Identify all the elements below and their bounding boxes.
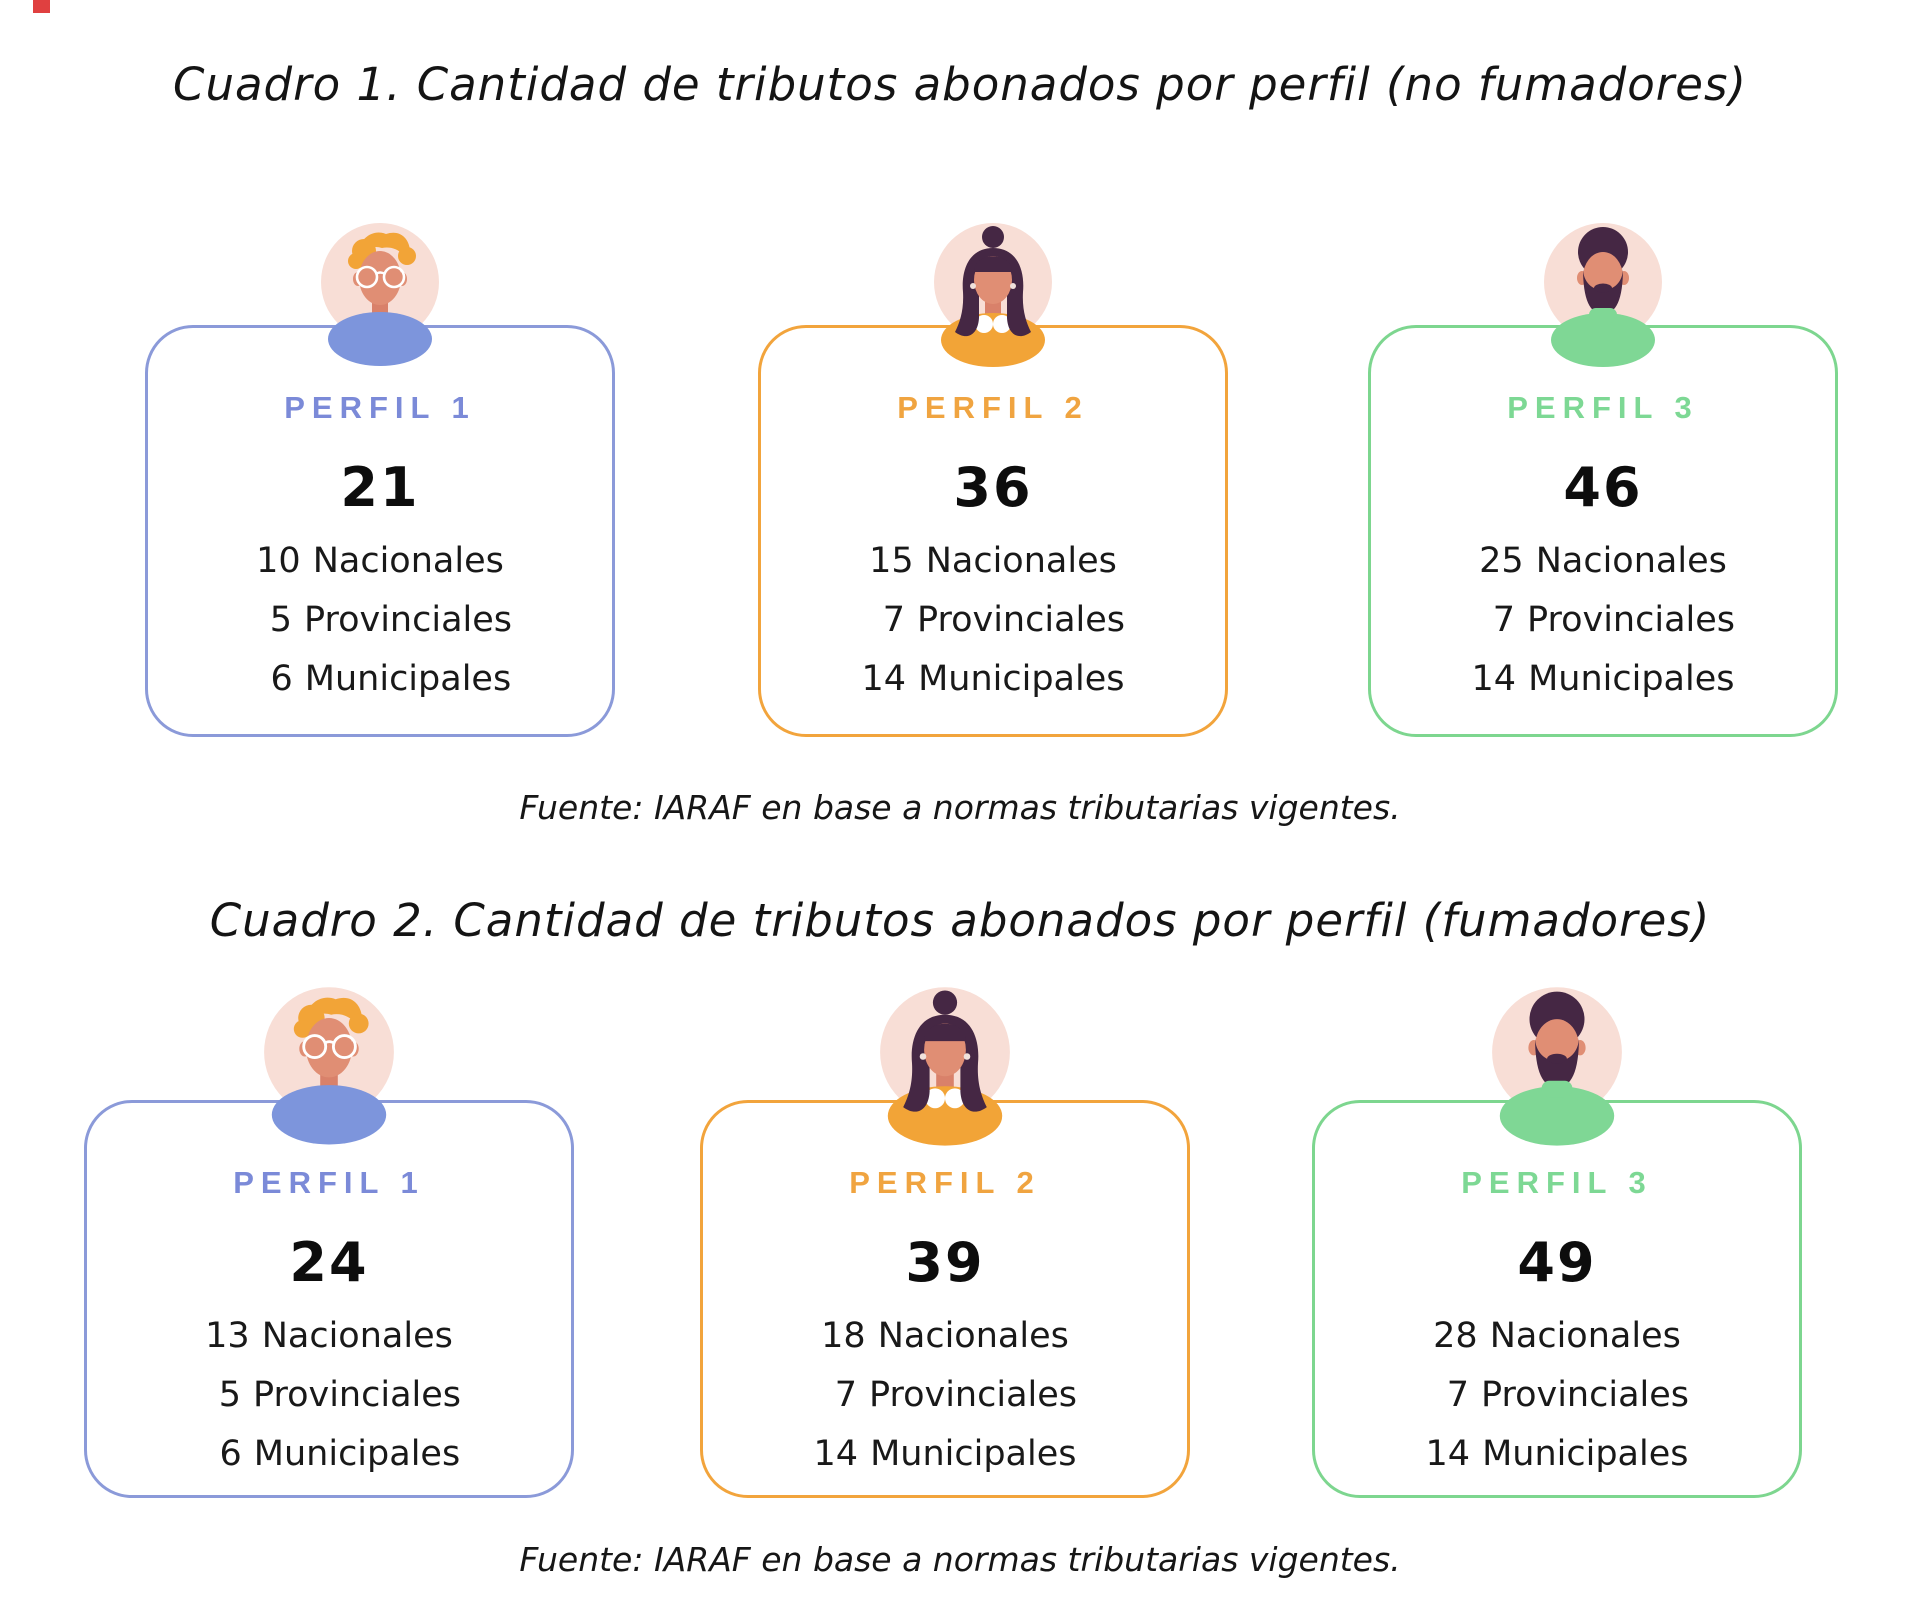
profile-total: 49 — [1517, 1231, 1597, 1294]
card-cuadro2-perfil3: PERFIL 3 49 28 Nacionales 7 Provinciales 1… — [1312, 1100, 1802, 1498]
tax-row: 5 Provinciales — [148, 590, 612, 649]
tax-level: Nacionales — [925, 540, 1117, 581]
card-cuadro1-perfil1: PERFIL 1 21 10 Nacionales 5 Provinciales 6… — [145, 325, 615, 737]
tax-row: 18 Nacionales — [703, 1306, 1187, 1365]
tax-count: 7 — [882, 599, 905, 640]
tax-count: 28 — [1433, 1315, 1478, 1356]
tax-row: 14 Municipales — [1371, 649, 1835, 708]
tax-count: 13 — [205, 1315, 250, 1356]
tax-level: Nacionales — [1535, 540, 1727, 581]
tax-row: 7 Provinciales — [1371, 590, 1835, 649]
tax-row: 7 Provinciales — [1315, 1365, 1799, 1424]
tax-row: 25 Nacionales — [1371, 531, 1835, 590]
tax-level: Nacionales — [1489, 1315, 1681, 1356]
bearded-man-avatar — [1543, 222, 1663, 370]
profile-total: 46 — [1563, 456, 1643, 519]
tax-row: 6 Municipales — [87, 1424, 571, 1483]
tax-level: Provinciales — [1526, 599, 1736, 640]
woman-bun-avatar — [879, 986, 1011, 1149]
tax-level: Nacionales — [877, 1315, 1069, 1356]
tax-level: Municipales — [870, 1433, 1077, 1474]
tax-level: Nacionales — [312, 540, 504, 581]
tax-count: 25 — [1479, 540, 1524, 581]
tax-count: 7 — [1492, 599, 1515, 640]
tax-breakdown: 18 Nacionales 7 Provinciales 14 Municipales — [703, 1306, 1187, 1483]
corner-artifact-mark — [33, 0, 50, 13]
tax-count: 14 — [813, 1433, 859, 1474]
card-cuadro1-perfil2: PERFIL 2 36 15 Nacionales 7 Provinciales 1… — [758, 325, 1228, 737]
tax-count: 18 — [821, 1315, 866, 1356]
tax-level: Municipales — [253, 1433, 461, 1474]
tax-level: Nacionales — [261, 1315, 453, 1356]
cuadro1-source: Fuente: IARAF en base a normas tributari… — [519, 788, 1401, 827]
tax-count: 14 — [1471, 658, 1517, 699]
tax-count: 14 — [1425, 1433, 1471, 1474]
tax-breakdown: 10 Nacionales 5 Provinciales 6 Municipales — [148, 531, 612, 708]
bearded-man-avatar — [1491, 986, 1623, 1149]
tax-row: 10 Nacionales — [148, 531, 612, 590]
tax-count: 7 — [1446, 1374, 1469, 1415]
tax-row: 6 Municipales — [148, 649, 612, 708]
tax-level: Provinciales — [916, 599, 1126, 640]
tax-row: 14 Municipales — [1315, 1424, 1799, 1483]
tax-row: 14 Municipales — [761, 649, 1225, 708]
tax-count: 15 — [869, 540, 914, 581]
tax-level: Municipales — [1528, 658, 1735, 699]
profile-total: 24 — [289, 1231, 369, 1294]
profile-label: PERFIL 2 — [849, 1165, 1041, 1200]
tax-count: 7 — [834, 1374, 857, 1415]
tax-breakdown: 13 Nacionales 5 Provinciales 6 Municipales — [87, 1306, 571, 1483]
card-cuadro2-perfil1: PERFIL 1 24 13 Nacionales 5 Provinciales 6… — [84, 1100, 574, 1498]
tax-row: 7 Provinciales — [761, 590, 1225, 649]
profile-total: 39 — [905, 1231, 985, 1294]
tax-row: 28 Nacionales — [1315, 1306, 1799, 1365]
tax-row: 13 Nacionales — [87, 1306, 571, 1365]
tax-count: 6 — [270, 658, 293, 699]
profile-label: PERFIL 2 — [897, 390, 1089, 425]
tax-level: Provinciales — [252, 1374, 462, 1415]
tax-count: 5 — [269, 599, 292, 640]
tax-count: 14 — [861, 658, 907, 699]
profile-label: PERFIL 1 — [284, 390, 476, 425]
tax-count: 10 — [256, 540, 301, 581]
tax-level: Municipales — [918, 658, 1125, 699]
tax-level: Provinciales — [1480, 1374, 1690, 1415]
tax-count: 5 — [218, 1374, 241, 1415]
profile-label: PERFIL 1 — [233, 1165, 425, 1200]
profile-total: 36 — [953, 456, 1033, 519]
tax-row: 15 Nacionales — [761, 531, 1225, 590]
young-man-glasses-avatar — [320, 222, 440, 370]
tax-breakdown: 15 Nacionales 7 Provinciales 14 Municipales — [761, 531, 1225, 708]
card-cuadro1-perfil3: PERFIL 3 46 25 Nacionales 7 Provinciales 1… — [1368, 325, 1838, 737]
tax-level: Provinciales — [303, 599, 513, 640]
cuadro2-title: Cuadro 2. Cantidad de tributos abonados … — [209, 894, 1711, 947]
tax-row: 5 Provinciales — [87, 1365, 571, 1424]
cuadro2-source: Fuente: IARAF en base a normas tributari… — [519, 1540, 1401, 1579]
profile-total: 21 — [340, 456, 420, 519]
tax-level: Municipales — [304, 658, 512, 699]
tax-row: 14 Municipales — [703, 1424, 1187, 1483]
tax-level: Municipales — [1482, 1433, 1689, 1474]
woman-bun-avatar — [933, 222, 1053, 370]
tax-count: 6 — [219, 1433, 242, 1474]
card-cuadro2-perfil2: PERFIL 2 39 18 Nacionales 7 Provinciales 1… — [700, 1100, 1190, 1498]
tax-breakdown: 25 Nacionales 7 Provinciales 14 Municipales — [1371, 531, 1835, 708]
profile-label: PERFIL 3 — [1507, 390, 1699, 425]
tax-level: Provinciales — [868, 1374, 1078, 1415]
cuadro1-title: Cuadro 1. Cantidad de tributos abonados … — [173, 58, 1747, 111]
profile-label: PERFIL 3 — [1461, 1165, 1653, 1200]
young-man-glasses-avatar — [263, 986, 395, 1149]
tax-breakdown: 28 Nacionales 7 Provinciales 14 Municipales — [1315, 1306, 1799, 1483]
tax-row: 7 Provinciales — [703, 1365, 1187, 1424]
